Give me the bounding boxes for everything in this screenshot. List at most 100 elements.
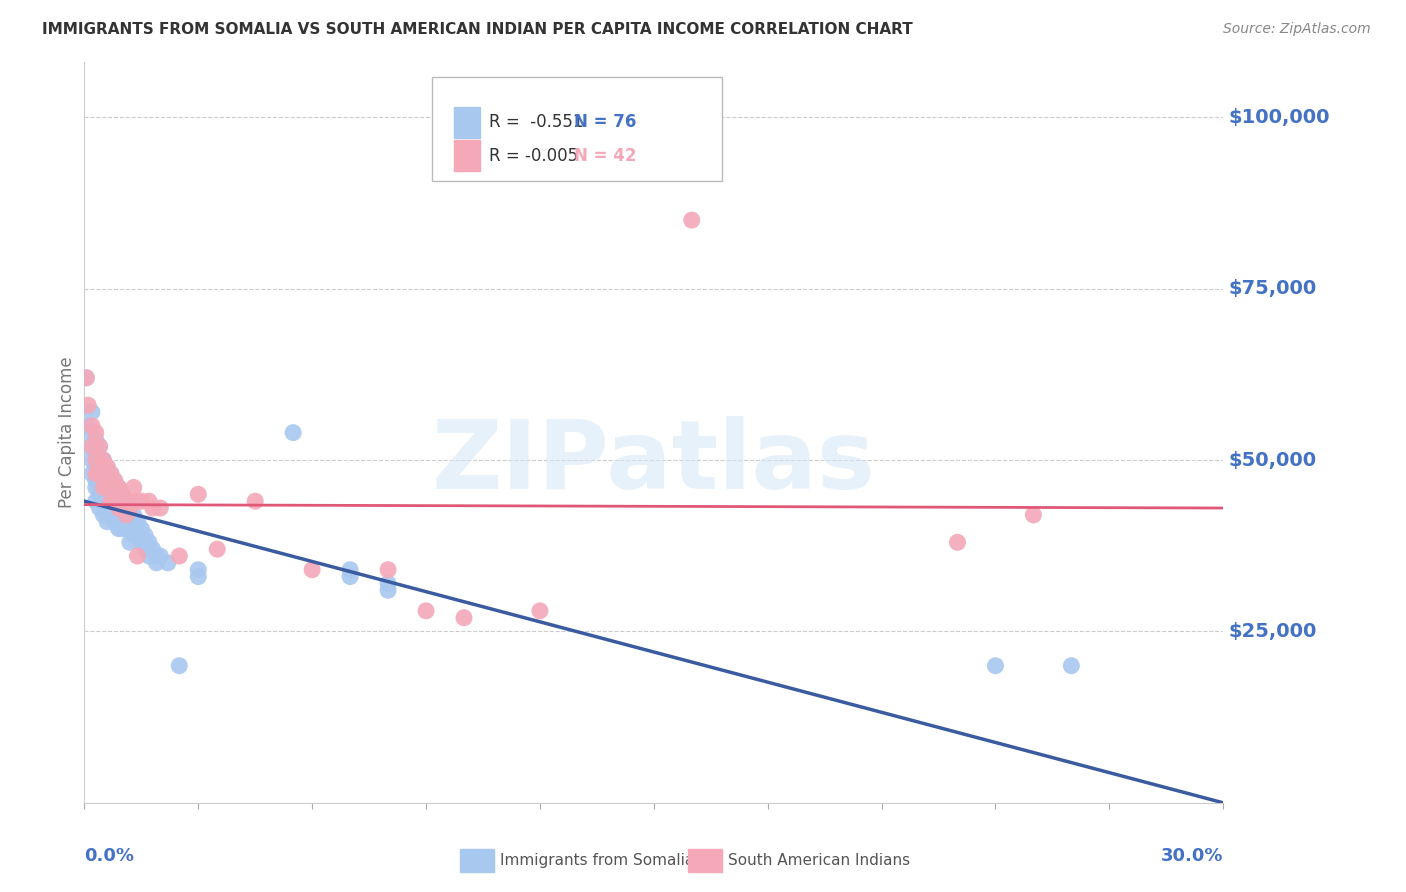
Point (89, 467, 111, 481)
Point (84, 480, 107, 494)
Point (77, 398, 100, 412)
Point (122, 508, 145, 522)
Point (89, 467, 111, 481)
Point (84, 446, 107, 460)
Point (138, 535, 160, 549)
Text: R = -0.005: R = -0.005 (489, 146, 593, 165)
Text: N = 42: N = 42 (574, 146, 637, 165)
Text: ZIPatlas: ZIPatlas (432, 416, 876, 508)
Point (80, 453, 103, 467)
Point (111, 501, 134, 516)
Point (187, 569, 209, 583)
Text: $75,000: $75,000 (1229, 279, 1317, 298)
Point (84, 453, 107, 467)
Point (104, 501, 127, 516)
Point (681, 213, 703, 227)
Point (107, 480, 129, 494)
Point (127, 528, 149, 542)
Point (156, 556, 179, 570)
Point (169, 549, 191, 563)
Point (104, 474, 127, 488)
Point (301, 563, 323, 577)
Point (127, 549, 149, 563)
Point (93, 508, 115, 522)
Point (100, 494, 122, 508)
Point (104, 474, 127, 488)
Text: $50,000: $50,000 (1229, 450, 1317, 469)
Point (84, 474, 107, 488)
Point (96, 515, 118, 529)
Point (118, 535, 141, 549)
Point (377, 563, 399, 577)
Text: 0.0%: 0.0% (84, 847, 135, 865)
Point (207, 542, 229, 557)
Point (93, 453, 115, 467)
Point (134, 528, 156, 542)
Point (89, 501, 111, 516)
Point (89, 480, 111, 494)
Point (115, 494, 138, 508)
Point (104, 508, 127, 522)
Point (145, 549, 167, 563)
Point (245, 494, 267, 508)
Point (118, 501, 141, 516)
Point (122, 528, 145, 542)
Point (111, 522, 134, 536)
Point (93, 453, 115, 467)
Point (84, 425, 107, 440)
Point (169, 658, 191, 673)
Point (96, 501, 118, 516)
Bar (460, 849, 495, 871)
Point (96, 459, 118, 474)
Point (96, 474, 118, 488)
Point (118, 501, 141, 516)
Point (149, 549, 172, 563)
Point (84, 459, 107, 474)
Point (187, 563, 209, 577)
Point (100, 501, 122, 516)
Point (115, 508, 138, 522)
Point (149, 501, 172, 516)
Point (89, 453, 111, 467)
Point (96, 459, 118, 474)
Point (115, 515, 138, 529)
Point (77, 439, 100, 453)
Point (138, 494, 160, 508)
Point (131, 522, 153, 536)
Point (134, 542, 156, 557)
Point (93, 467, 115, 481)
Point (96, 487, 118, 501)
Point (122, 480, 145, 494)
Point (77, 418, 100, 433)
Point (415, 604, 437, 618)
Point (104, 494, 127, 508)
Text: Immigrants from Somalia: Immigrants from Somalia (501, 853, 695, 868)
Point (93, 480, 115, 494)
Point (283, 425, 305, 440)
Point (80, 439, 103, 453)
Point (377, 583, 399, 598)
Point (111, 487, 134, 501)
Point (115, 508, 138, 522)
Point (100, 480, 122, 494)
Text: Source: ZipAtlas.com: Source: ZipAtlas.com (1223, 22, 1371, 37)
Point (145, 556, 167, 570)
Y-axis label: Per Capita Income: Per Capita Income (58, 357, 76, 508)
Point (138, 549, 160, 563)
Point (84, 467, 107, 481)
Point (107, 480, 129, 494)
Point (80, 425, 103, 440)
Bar (688, 849, 723, 871)
Point (946, 535, 969, 549)
Point (107, 501, 129, 516)
Point (80, 467, 103, 481)
Point (75, 371, 97, 385)
FancyBboxPatch shape (432, 78, 723, 181)
Point (127, 515, 149, 529)
Text: N = 76: N = 76 (574, 113, 637, 131)
Point (142, 542, 165, 557)
Text: 30.0%: 30.0% (1161, 847, 1223, 865)
Point (1022, 508, 1045, 522)
Point (80, 418, 103, 433)
Point (75, 371, 97, 385)
